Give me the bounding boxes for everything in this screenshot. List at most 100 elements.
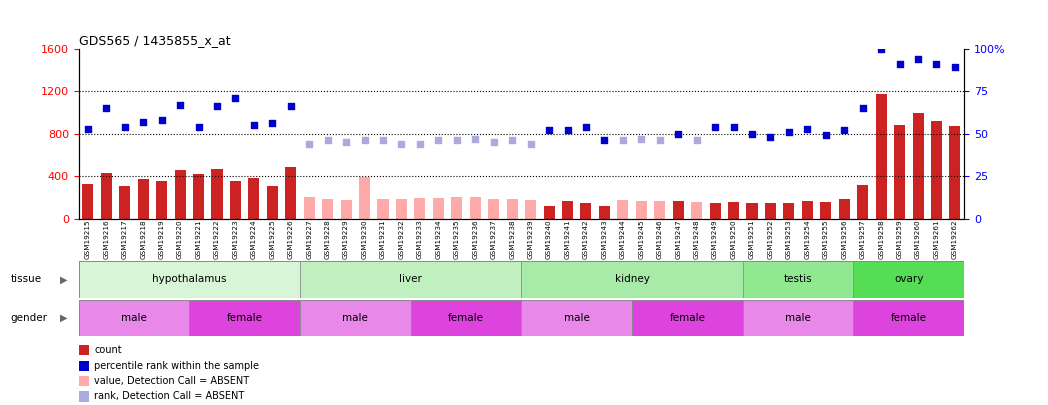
Text: male: male — [564, 313, 590, 323]
Text: kidney: kidney — [614, 275, 650, 284]
Text: testis: testis — [784, 275, 812, 284]
Point — [430, 137, 446, 144]
Point — [153, 117, 170, 123]
Text: GSM19234: GSM19234 — [435, 220, 441, 259]
Bar — [636, 200, 647, 219]
Point — [412, 141, 429, 147]
Bar — [267, 186, 278, 219]
Bar — [119, 186, 130, 219]
Point — [320, 137, 336, 144]
Text: GSM19230: GSM19230 — [362, 220, 368, 259]
Point — [541, 127, 558, 134]
Point — [504, 137, 521, 144]
Text: GSM19250: GSM19250 — [730, 220, 737, 259]
Text: male: male — [785, 313, 811, 323]
Point — [466, 136, 483, 142]
Text: value, Detection Call = ABSENT: value, Detection Call = ABSENT — [94, 376, 249, 386]
Point — [393, 141, 410, 147]
Text: female: female — [891, 313, 926, 323]
Bar — [581, 203, 591, 219]
Point — [209, 103, 225, 110]
Bar — [857, 185, 868, 219]
Point — [97, 105, 114, 111]
Point — [744, 130, 761, 137]
Bar — [802, 200, 813, 219]
Text: ▶: ▶ — [60, 275, 67, 284]
Point — [577, 124, 594, 130]
Text: GSM19248: GSM19248 — [694, 220, 700, 259]
Bar — [765, 203, 776, 219]
Text: male: male — [121, 313, 147, 323]
Text: GSM19216: GSM19216 — [104, 220, 109, 259]
Text: GSM19224: GSM19224 — [250, 220, 257, 259]
Text: GSM19260: GSM19260 — [915, 220, 921, 259]
Text: liver: liver — [399, 275, 422, 284]
Bar — [300, 261, 522, 298]
Text: GSM19255: GSM19255 — [823, 220, 829, 259]
Text: female: female — [670, 313, 705, 323]
Bar — [79, 261, 300, 298]
Text: GSM19221: GSM19221 — [196, 220, 201, 259]
Text: ▶: ▶ — [60, 313, 67, 323]
Point — [929, 61, 945, 67]
Point — [301, 141, 318, 147]
Point — [282, 103, 299, 110]
Bar — [875, 94, 887, 219]
Text: tissue: tissue — [10, 275, 42, 284]
Text: GSM19235: GSM19235 — [454, 220, 460, 259]
Bar — [562, 201, 573, 219]
Bar — [783, 203, 794, 219]
Point — [614, 137, 631, 144]
Text: GSM19258: GSM19258 — [878, 220, 885, 259]
Bar — [821, 202, 831, 219]
Point — [374, 137, 391, 144]
Point — [522, 141, 539, 147]
Point — [670, 130, 686, 137]
Point — [449, 137, 465, 144]
Bar — [654, 201, 665, 219]
Bar — [341, 200, 352, 219]
Bar — [506, 199, 518, 219]
Point — [725, 124, 742, 130]
Point — [596, 137, 613, 144]
Bar — [894, 125, 905, 219]
Point — [245, 122, 262, 128]
Bar — [300, 300, 411, 336]
Text: rank, Detection Call = ABSENT: rank, Detection Call = ABSENT — [94, 392, 244, 401]
Bar — [285, 166, 297, 219]
Bar — [175, 170, 185, 219]
Text: GSM19254: GSM19254 — [805, 220, 810, 259]
Bar — [193, 174, 204, 219]
Point — [190, 124, 206, 130]
Text: count: count — [94, 345, 122, 355]
Text: GSM19246: GSM19246 — [657, 220, 662, 259]
Point — [485, 139, 502, 145]
Text: GSM19236: GSM19236 — [473, 220, 478, 259]
Bar — [598, 207, 610, 219]
Text: GSM19261: GSM19261 — [934, 220, 939, 259]
Point — [946, 64, 963, 70]
Text: GSM19238: GSM19238 — [509, 220, 516, 259]
Bar — [746, 203, 758, 219]
Bar — [304, 198, 314, 219]
Bar — [83, 183, 93, 219]
Text: gender: gender — [10, 313, 47, 323]
Bar — [743, 300, 853, 336]
Bar — [522, 261, 743, 298]
Bar — [396, 199, 407, 219]
Bar — [230, 181, 241, 219]
Point — [337, 139, 354, 145]
Text: GSM19259: GSM19259 — [897, 220, 902, 259]
Text: female: female — [226, 313, 263, 323]
Bar — [190, 300, 300, 336]
Bar — [359, 177, 370, 219]
Text: GSM19229: GSM19229 — [343, 220, 349, 259]
Bar — [525, 200, 537, 219]
Point — [854, 105, 871, 111]
Text: percentile rank within the sample: percentile rank within the sample — [94, 361, 259, 371]
Bar — [452, 198, 462, 219]
Point — [652, 137, 669, 144]
Bar — [673, 201, 683, 219]
Text: GSM19226: GSM19226 — [288, 220, 293, 259]
Point — [836, 127, 853, 134]
